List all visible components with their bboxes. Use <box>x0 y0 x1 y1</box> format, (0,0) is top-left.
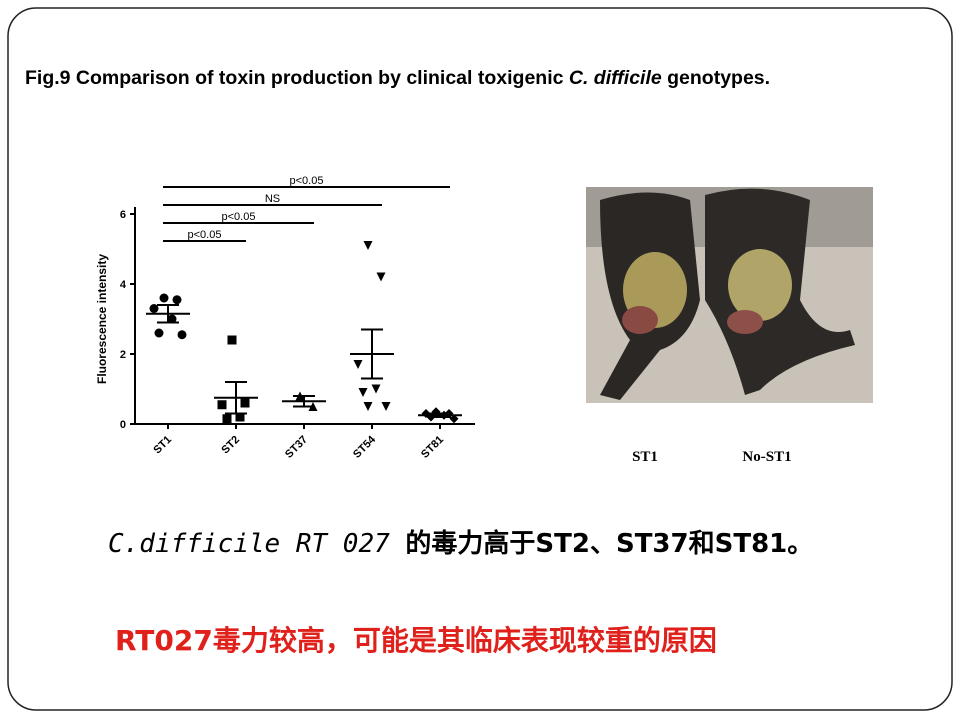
caption-part: 的毒力高于ST2、ST37和ST81。 <box>405 528 813 559</box>
caption-part: C.difficile RT 027 <box>108 529 405 559</box>
organ <box>622 306 658 334</box>
point <box>172 295 182 305</box>
point <box>167 314 177 324</box>
error-bar <box>429 412 451 418</box>
error-bar <box>225 381 247 415</box>
title-part: C. difficile <box>569 67 662 89</box>
organ <box>727 310 763 334</box>
comparison-label: p<0.05 <box>290 175 324 187</box>
figure-title: Fig.9 Comparison of toxin production by … <box>25 67 770 89</box>
slide-border <box>7 7 953 711</box>
title-part: Fig.9 Comparison of toxin production by … <box>25 67 569 89</box>
y-tick-label: 0 <box>120 419 126 431</box>
point <box>177 330 187 340</box>
point <box>217 400 227 410</box>
y-tick-label: 2 <box>120 349 126 361</box>
error-bar <box>361 328 383 380</box>
point <box>363 241 373 250</box>
comparison-label: p<0.05 <box>222 211 256 223</box>
comparison-label: NS <box>265 193 280 205</box>
point <box>222 414 232 424</box>
point <box>227 335 237 345</box>
y-tick-label: 6 <box>120 209 126 221</box>
point <box>449 414 459 424</box>
caption: C.difficile RT 027 的毒力高于ST2、ST37和ST81。 <box>108 528 813 559</box>
point <box>235 412 245 422</box>
error-bar <box>293 395 315 408</box>
point <box>353 360 363 369</box>
point <box>381 402 391 411</box>
organ <box>728 249 792 321</box>
photo <box>586 187 873 403</box>
photo-label: No-ST1 <box>742 449 791 465</box>
conclusion: RT027毒力较高，可能是其临床表现较重的原因 <box>115 624 717 657</box>
error-bar <box>157 304 179 324</box>
point <box>154 328 164 338</box>
y-tick-label: 4 <box>120 279 127 291</box>
title-part: genotypes. <box>662 67 770 89</box>
point <box>371 384 381 394</box>
point <box>358 388 368 397</box>
y-axis-label: Fluorescence intensity <box>95 254 109 384</box>
photo-label: ST1 <box>632 449 658 465</box>
point <box>363 402 373 411</box>
point <box>376 272 386 282</box>
comparison-label: p<0.05 <box>188 229 222 241</box>
point <box>159 293 169 303</box>
point <box>149 304 159 313</box>
point <box>240 398 250 408</box>
